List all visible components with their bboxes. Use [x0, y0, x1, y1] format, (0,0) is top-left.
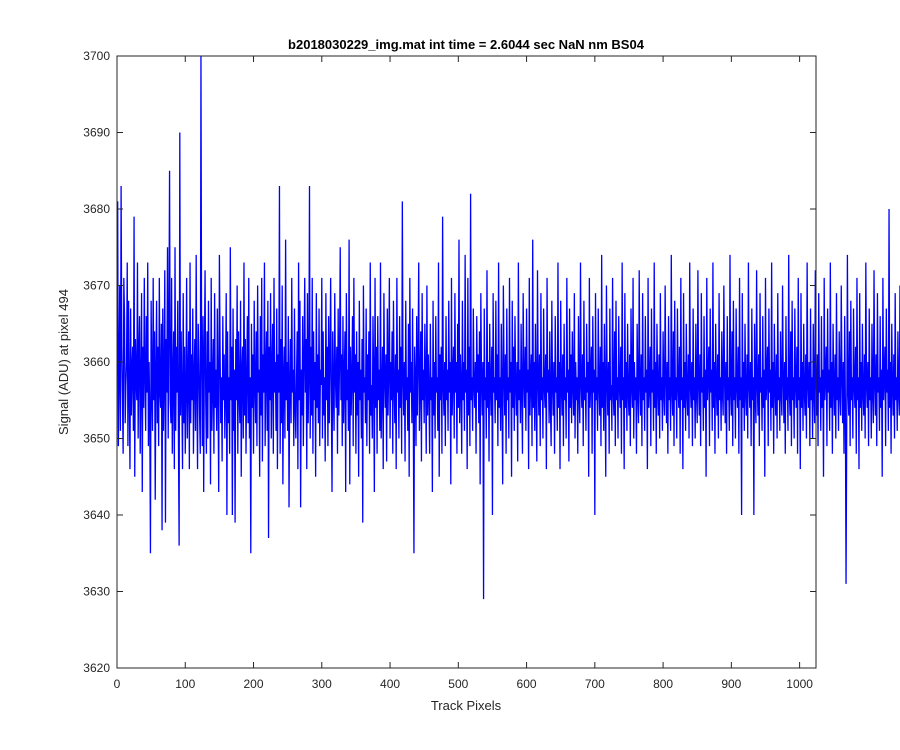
y-tick-label: 3700 [83, 49, 110, 63]
y-axis-label: Signal (ADU) at pixel 494 [56, 289, 71, 435]
x-axis-label: Track Pixels [431, 698, 502, 713]
chart-title: b2018030229_img.mat int time = 2.6044 se… [288, 37, 645, 52]
x-tick-label: 300 [312, 677, 332, 691]
y-axis: 3620 3630 3640 3650 3660 3670 3680 3690 3700 [83, 49, 816, 675]
y-tick-label: 3670 [83, 279, 110, 293]
x-tick-label: 500 [448, 677, 468, 691]
y-tick-label: 3630 [83, 585, 110, 599]
x-tick-label: 1000 [786, 677, 813, 691]
y-tick-label: 3640 [83, 508, 110, 522]
series-line-0 [117, 55, 900, 600]
y-tick-label: 3660 [83, 355, 110, 369]
y-tick-label: 3650 [83, 432, 110, 446]
x-tick-label: 800 [653, 677, 673, 691]
x-tick-label: 400 [380, 677, 400, 691]
x-tick-label: 700 [585, 677, 605, 691]
x-tick-label: 200 [244, 677, 264, 691]
y-tick-label: 3680 [83, 202, 110, 216]
x-tick-label: 600 [517, 677, 537, 691]
series-layer [117, 55, 900, 600]
x-tick-label: 0 [114, 677, 121, 691]
x-tick-label: 100 [175, 677, 195, 691]
y-tick-label: 3620 [83, 661, 110, 675]
x-axis: 0 100 200 300 400 500 600 700 800 900 1000 [114, 56, 813, 691]
x-tick-label: 900 [721, 677, 741, 691]
y-tick-label: 3690 [83, 126, 110, 140]
